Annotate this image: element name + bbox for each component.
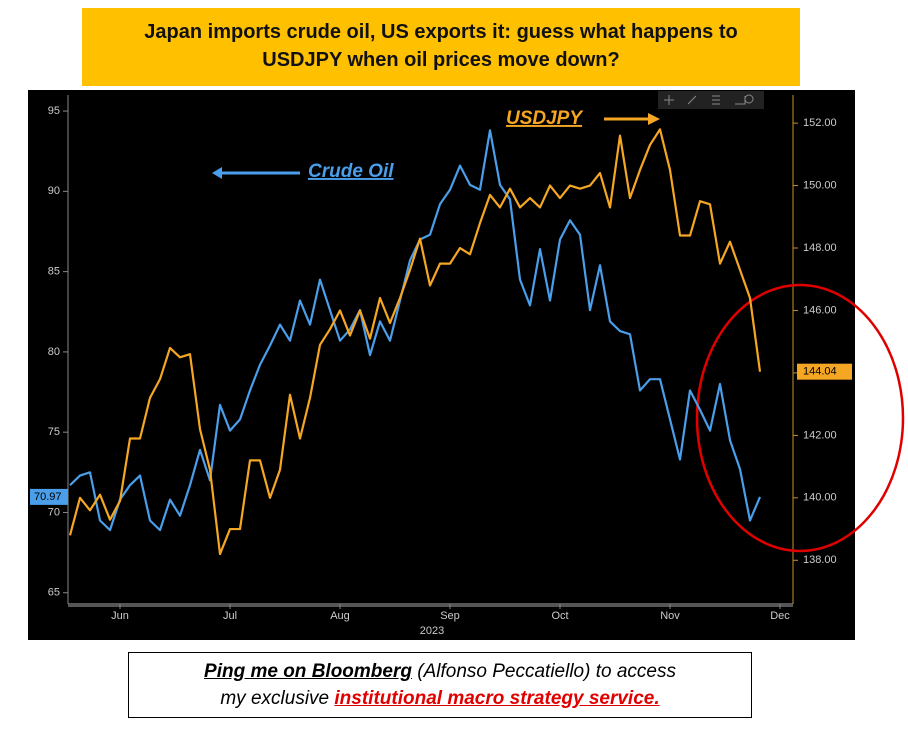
footer-highlight: institutional macro strategy service. [334, 688, 660, 709]
y2-tick-label: 142.00 [803, 429, 837, 441]
footer: Ping me on Bloomberg (Alfonso Peccatiell… [128, 652, 752, 718]
y-tick-label: 85 [48, 266, 60, 278]
y2-tick-label: 138.00 [803, 554, 837, 566]
y-tick-label: 65 [48, 587, 60, 599]
arrow-head [212, 167, 222, 179]
footer-text: my exclusive [220, 688, 335, 709]
x-tick-label: Jun [111, 610, 129, 622]
annotation: Crude Oil [308, 161, 394, 182]
footer-text: (Alfonso Peccatiello) to access [411, 661, 676, 682]
x-tick-label: Aug [330, 610, 350, 622]
series-line [68, 128, 762, 556]
y2-tick-label: 152.00 [803, 117, 837, 129]
last-value-label: 144.04 [797, 363, 852, 380]
x-tick-label: Sep [440, 610, 460, 622]
footer-link: Ping me on Bloomberg [204, 661, 412, 682]
annotation: USDJPY [506, 108, 584, 129]
last-value-text: 144.04 [803, 366, 837, 378]
y2-tick-label: 146.00 [803, 304, 837, 316]
chart-background [28, 90, 855, 640]
last-value-label: 70.97 [30, 488, 68, 505]
last-value-text: 70.97 [34, 491, 62, 503]
x-axis-band [68, 603, 793, 607]
x-tick-label: Dec [770, 610, 790, 622]
y-tick-label: 75 [48, 426, 60, 438]
last-value-box [797, 363, 852, 380]
arrow-head [648, 113, 660, 125]
title: Japan imports crude oil, US exports it: … [82, 8, 800, 86]
y-tick-label: 90 [48, 185, 60, 197]
y2-tick-label: 148.00 [803, 242, 837, 254]
year-label: 2023 [420, 625, 444, 637]
series-line [69, 129, 762, 532]
last-value-box [30, 488, 68, 505]
x-tick-label: Jul [223, 610, 237, 622]
toolbar [658, 91, 764, 109]
x-tick-label: Oct [551, 610, 568, 622]
x-tick-label: Nov [660, 610, 680, 622]
y-tick-label: 70 [48, 506, 60, 518]
y2-tick-label: 140.00 [803, 492, 837, 504]
y2-tick-label: 150.00 [803, 179, 837, 191]
y-tick-label: 95 [48, 105, 60, 117]
y-tick-label: 80 [48, 346, 60, 358]
highlight-circle [695, 283, 905, 553]
